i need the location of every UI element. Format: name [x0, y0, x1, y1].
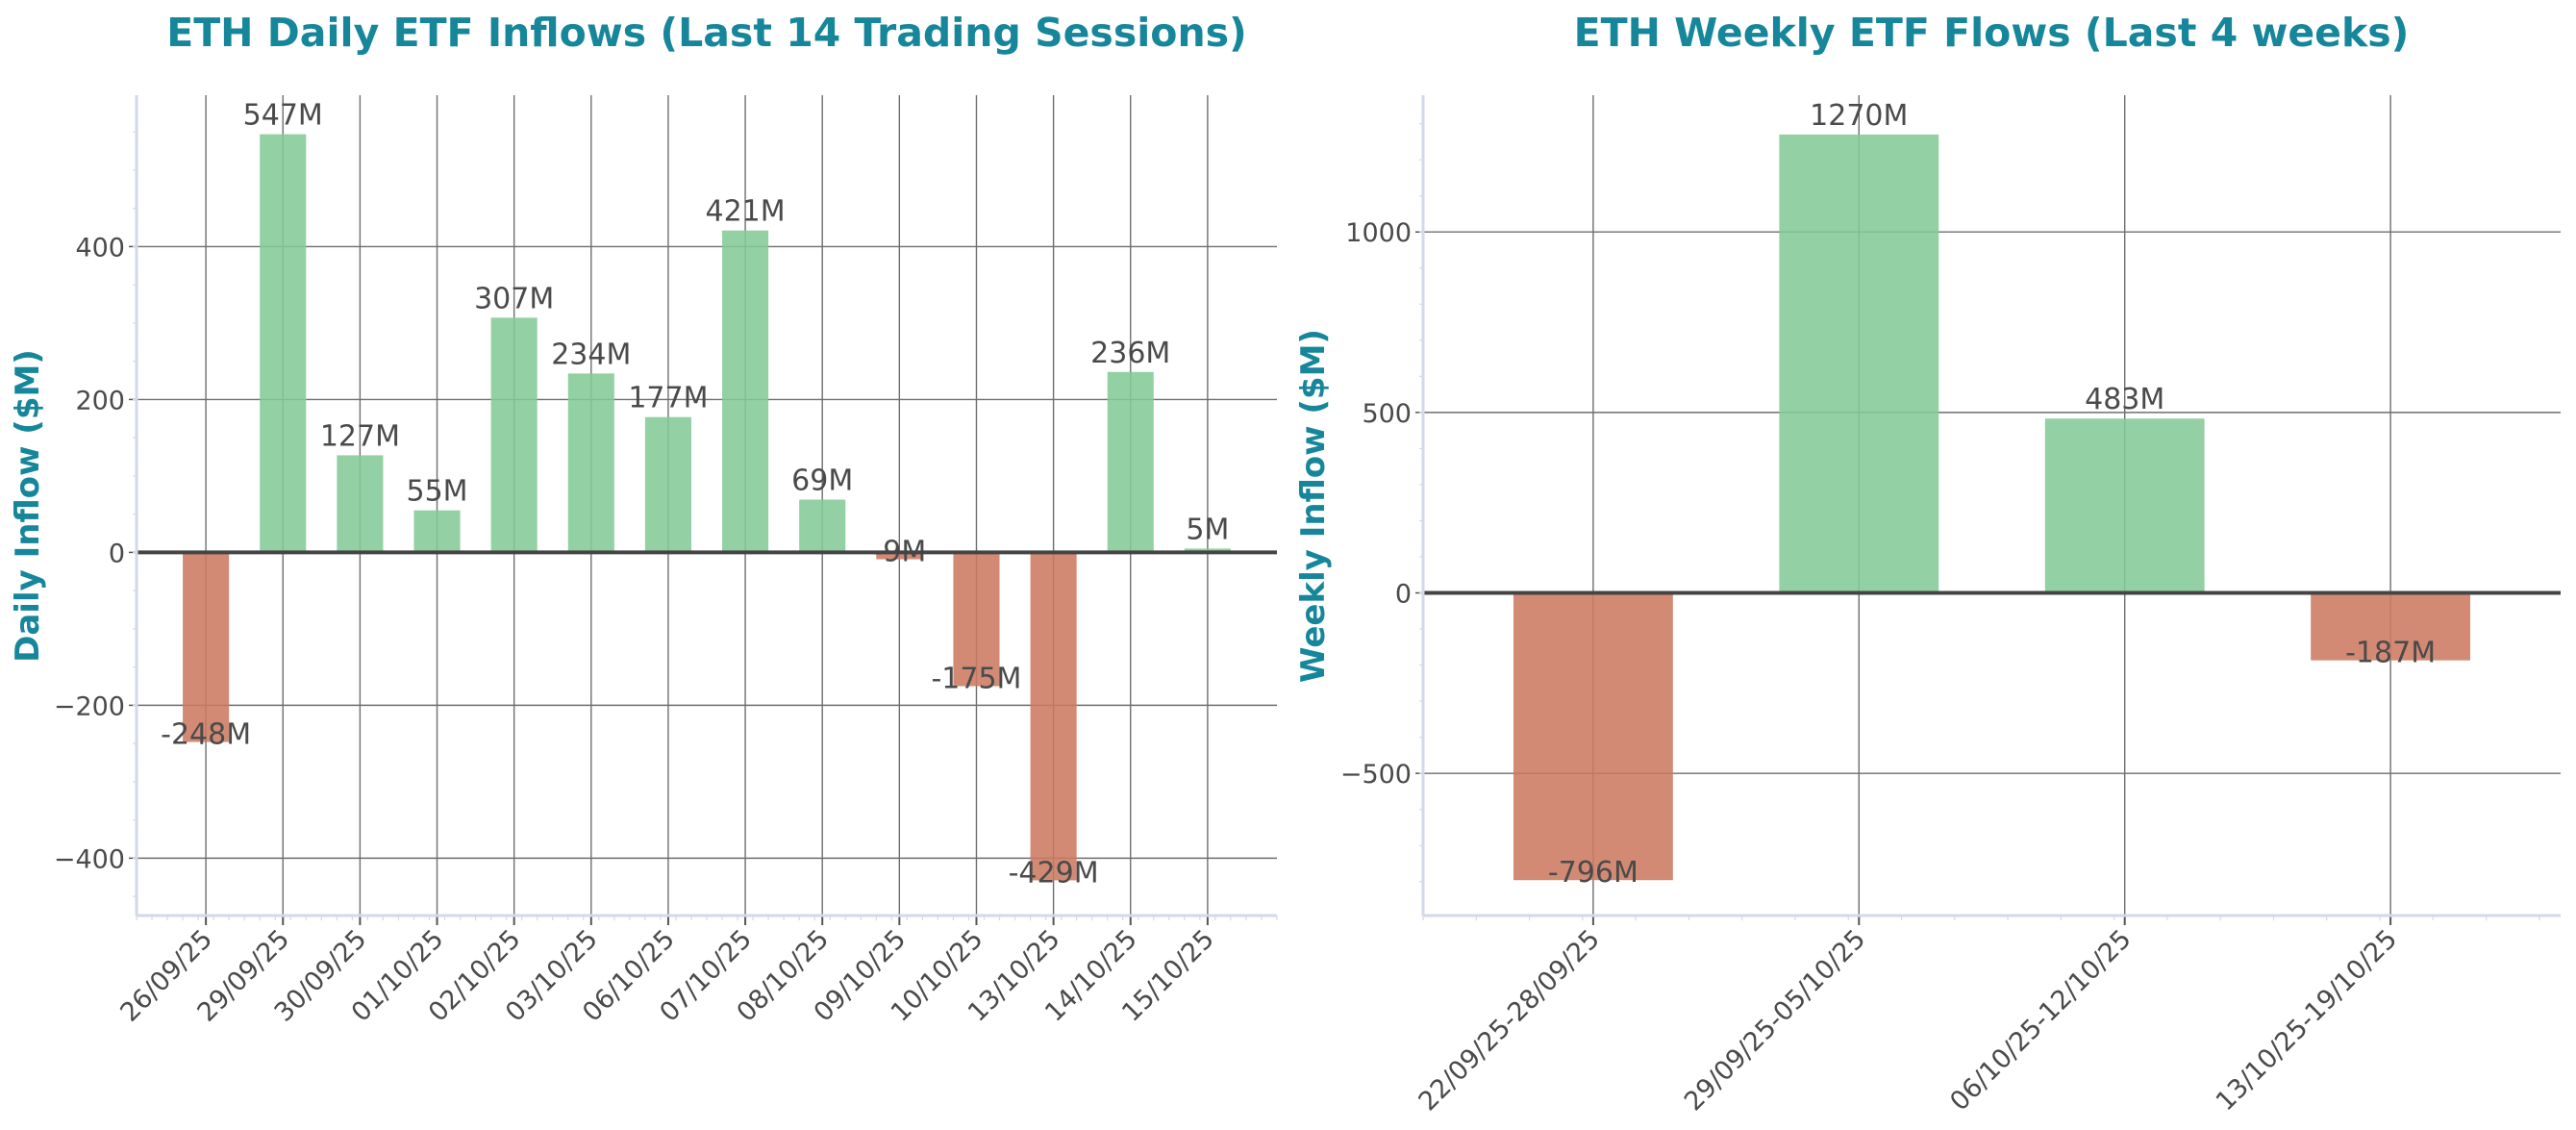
- bar-positive: [413, 510, 461, 553]
- y-tick-label: 1000: [1345, 218, 1412, 248]
- data-label: 5M: [1186, 513, 1229, 546]
- y-axis-label: Daily Inflow ($M): [9, 349, 47, 663]
- bar-positive: [722, 230, 769, 553]
- bar-positive: [799, 499, 846, 553]
- bar-positive: [260, 134, 307, 553]
- bar-negative: [2311, 592, 2471, 661]
- y-tick-label: −200: [54, 691, 125, 721]
- bar-positive: [567, 373, 614, 553]
- y-axis-label: Weekly Inflow ($M): [1294, 329, 1333, 683]
- y-tick-label: −500: [1340, 760, 1412, 790]
- data-label: 547M: [243, 99, 323, 133]
- bars: [1513, 134, 2471, 881]
- bar-negative: [953, 552, 1000, 687]
- data-label: -248M: [161, 718, 251, 752]
- x-tick-label: 22/09/25-28/09/25: [1413, 924, 1606, 1117]
- bar-positive: [1779, 134, 1939, 593]
- y-tick-label: 200: [75, 386, 125, 415]
- bar-positive: [644, 416, 691, 553]
- bar-negative: [876, 552, 923, 560]
- x-tick-label: 29/09/25-05/10/25: [1679, 924, 1871, 1117]
- data-label: 236M: [1090, 337, 1170, 370]
- data-label: 234M: [551, 338, 631, 371]
- bar-positive: [1107, 371, 1154, 553]
- y-tick-label: 500: [1362, 399, 1412, 429]
- data-label: 307M: [474, 282, 554, 315]
- data-label: -796M: [1548, 856, 1638, 890]
- data-label: -175M: [931, 663, 1021, 696]
- daily-inflows-chart: ETH Daily ETF Inflows (Last 14 Trading S…: [9, 10, 1278, 1028]
- weekly-flows-chart: ETH Weekly ETF Flows (Last 4 weeks) Week…: [1294, 10, 2561, 1117]
- chart-title: ETH Daily ETF Inflows (Last 14 Trading S…: [166, 10, 1247, 56]
- y-tick-label: 0: [109, 539, 125, 568]
- bar-negative: [183, 552, 230, 742]
- x-tick-label: 06/10/25-12/10/25: [1944, 924, 2137, 1117]
- data-label: 177M: [628, 382, 708, 415]
- data-label: -429M: [1009, 856, 1099, 890]
- chart-title: ETH Weekly ETF Flows (Last 4 weeks): [1574, 10, 2410, 56]
- bar-positive: [337, 455, 384, 553]
- data-label: 55M: [406, 475, 467, 509]
- bar-positive: [490, 317, 538, 553]
- bar-positive: [2044, 418, 2205, 593]
- data-label: 69M: [791, 465, 853, 498]
- x-tick-label: 13/10/25-19/10/25: [2211, 924, 2403, 1117]
- data-labels: -796M 1270M 483M -187M: [1548, 99, 2436, 890]
- y-tick-label: 400: [75, 233, 125, 263]
- y-tick-label: −400: [54, 844, 125, 874]
- data-label: 483M: [2085, 383, 2164, 416]
- data-label: 1270M: [1810, 99, 1908, 133]
- data-label: 421M: [705, 195, 785, 229]
- data-label: -187M: [2345, 637, 2436, 670]
- data-label: 127M: [320, 419, 400, 453]
- bar-negative: [1030, 552, 1077, 881]
- y-tick-label: 0: [1395, 580, 1412, 610]
- bar-negative: [1513, 592, 1673, 881]
- bars: [183, 134, 1231, 881]
